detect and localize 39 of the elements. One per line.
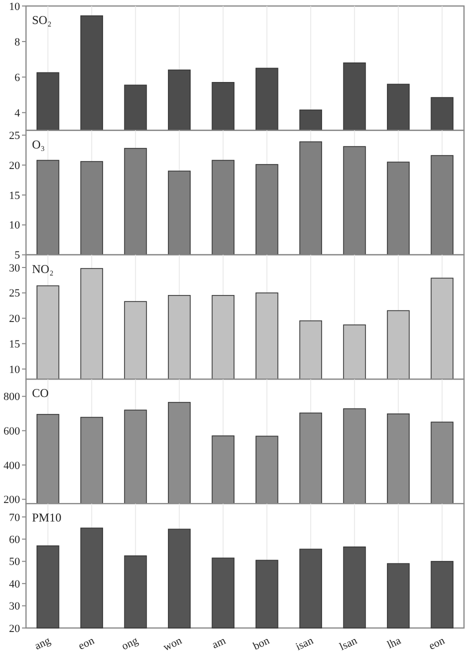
y-tick-label: 15 [9, 190, 20, 202]
x-tick-label: ong [120, 634, 140, 653]
y-tick-label: 4 [14, 107, 20, 120]
y-tick-label: 20 [9, 160, 20, 172]
y-tick-label: 20 [9, 622, 20, 635]
y-tick-label: 25 [9, 130, 20, 142]
y-tick-label: 25 [9, 288, 20, 300]
y-tick-label: 60 [9, 534, 20, 546]
x-tick-label: isan [294, 634, 316, 654]
y-tick-label: 5 [14, 250, 20, 262]
x-tick-label: lsan [338, 634, 360, 654]
y-tick-label: 200 [4, 494, 20, 506]
text: PM10 [32, 510, 62, 525]
x-tick-label: lha [386, 634, 403, 652]
x-tick-label: am [210, 634, 228, 652]
y-tick-label: 600 [4, 426, 20, 438]
text: SO₂ [32, 13, 52, 27]
y-tick-label: 8 [14, 36, 20, 48]
x-tick-label: ang [32, 634, 53, 652]
y-tick-label: 6 [14, 72, 20, 84]
y-tick-label: 400 [4, 460, 20, 472]
y-tick-label: 15 [9, 338, 20, 351]
x-tick-label: bon [251, 634, 272, 653]
y-tick-label: 20 [9, 313, 20, 326]
text: CO [32, 386, 50, 400]
y-tick-label: 10 [9, 220, 20, 232]
y-tick-label: 30 [9, 262, 20, 274]
y-tick-label: 70 [9, 512, 20, 524]
text: O₃ [32, 137, 45, 152]
x-tick-label: won [162, 634, 184, 654]
y-tick-label: 40 [9, 578, 20, 590]
y-tick-label: 30 [9, 600, 20, 613]
y-tick-label: 50 [9, 556, 20, 568]
y-tick-label: 10 [9, 0, 20, 13]
x-tick-label: eon [76, 634, 97, 652]
y-tick-label: 800 [4, 391, 20, 404]
x-tick-label: eon [427, 634, 448, 652]
y-tick-label: 10 [9, 364, 20, 376]
text: NO₂ [32, 262, 54, 276]
